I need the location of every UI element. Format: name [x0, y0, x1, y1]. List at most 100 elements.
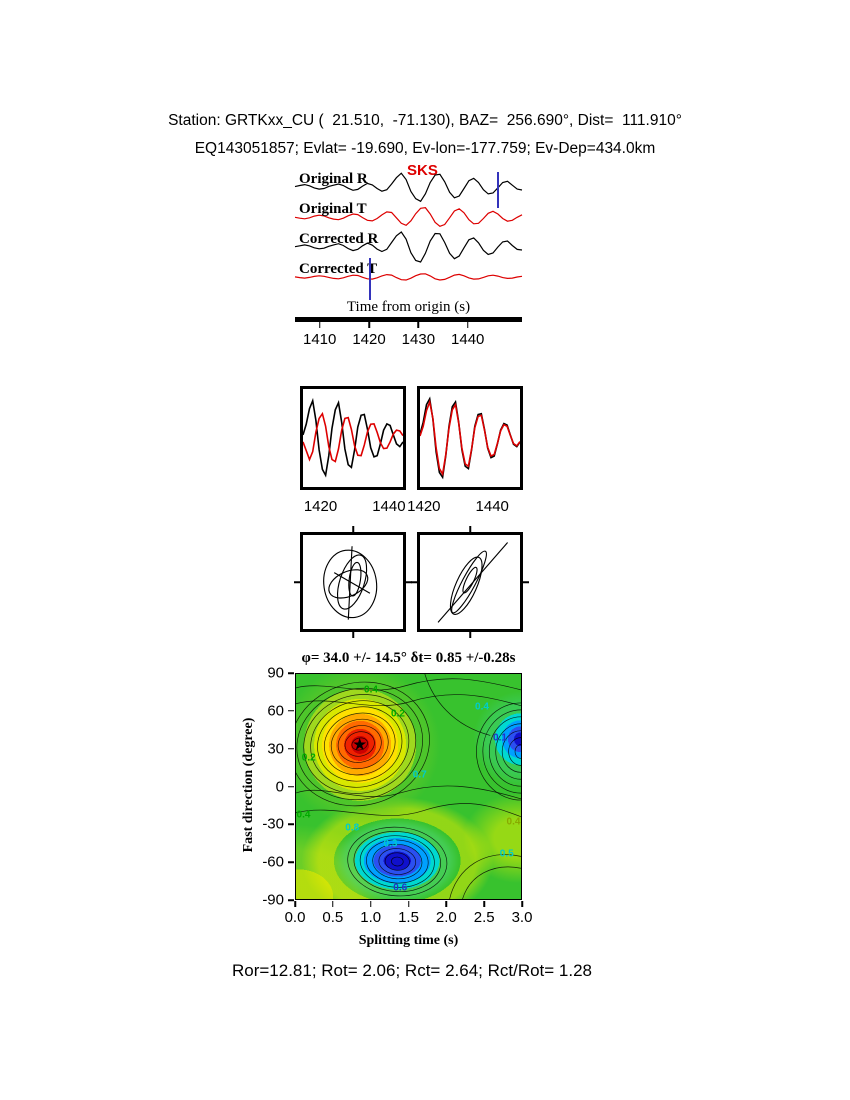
contour-line — [482, 709, 521, 794]
window-end-marker — [497, 172, 500, 208]
contour-annotation: 0.4 — [506, 816, 521, 827]
particle-motion-curve — [348, 561, 362, 597]
contour-line — [317, 706, 403, 782]
contour-annotation: 0.5 — [499, 848, 514, 860]
window-corrected-ticklabels: 1420 1440 — [407, 498, 523, 516]
contour-line — [347, 826, 448, 897]
station-header: Station: GRTKxx_CU ( 21.510, -71.130), B… — [168, 112, 682, 129]
waveform-trace — [420, 398, 520, 477]
particle-motion-curve — [323, 549, 378, 619]
tick-mark — [288, 861, 294, 863]
tick-mark — [445, 901, 448, 907]
contour-line — [508, 737, 521, 766]
result-statistics: Ror=12.81; Rot= 2.06; Rct= 2.64; Rct/Rot… — [231, 961, 593, 980]
tick-label: 3.0 — [511, 909, 533, 926]
contour-line — [337, 725, 382, 763]
window-start-marker — [369, 258, 372, 300]
contour-line — [359, 835, 435, 888]
particle-motion-curve — [336, 554, 368, 610]
contour-line — [424, 674, 491, 736]
tick-label: 0.5 — [322, 909, 344, 926]
contour-annotation: 0.6 — [393, 882, 408, 894]
edge-tick — [469, 526, 471, 532]
tick-label: 2.0 — [435, 909, 457, 926]
tick-label: -90 — [262, 891, 284, 909]
tick-label: -60 — [262, 853, 284, 871]
edge-tick — [523, 581, 529, 583]
time-axis-title: Time from origin (s) — [346, 299, 471, 315]
corrected-r-trace — [294, 231, 523, 263]
waveform-trace — [303, 411, 403, 463]
contour-annotation: 0.4 — [364, 684, 378, 696]
contour-annotation: 0.4 — [475, 701, 489, 712]
splitting-time-ticklabels: 0.0 0.5 1.0 1.5 2.0 2.5 3.0 — [285, 909, 533, 927]
contour-line — [366, 839, 429, 884]
tick-mark — [288, 899, 294, 901]
contour-line — [462, 866, 521, 899]
contour-annotation: 0.3 — [383, 838, 398, 850]
tick-label: 1410 — [302, 331, 337, 348]
tick-mark — [318, 322, 321, 328]
contour-annotation: 0.1 — [493, 732, 507, 744]
tick-mark — [466, 322, 469, 328]
particle-motion-original-plot — [323, 546, 378, 620]
contour-annotations: 0.4 0.2 0.4 0.1 0.2 0.7 0.4 0.8 0.3 0.6 0.5 0.4 — [296, 674, 521, 899]
tick-label: 30 — [267, 740, 284, 758]
tick-mark — [288, 785, 294, 788]
corrected-t-trace — [294, 273, 523, 281]
y-axis-title: Fast direction (degree) — [241, 717, 256, 853]
fast-direction-ticklabels: 90 60 30 0 -30 -60 -90 — [252, 665, 286, 909]
tick-label: 60 — [267, 702, 284, 720]
edge-tick — [294, 581, 300, 583]
tick-mark — [288, 823, 294, 826]
particle-motion-corrected-plot — [437, 542, 509, 623]
particle-motion-curve — [328, 569, 369, 599]
tick-label: 2.5 — [473, 909, 495, 926]
contour-line — [296, 785, 521, 800]
tick-mark — [407, 901, 410, 907]
edge-tick — [411, 581, 417, 583]
trace-label-corrected-t: Corrected T — [299, 261, 378, 277]
contour-annotation: 0.2 — [391, 708, 405, 720]
tick-label: 1420 — [352, 331, 386, 348]
contour-line — [310, 700, 410, 788]
sks-phase-label: SKS — [407, 162, 438, 179]
trace-label-original-r: Original R — [299, 171, 368, 187]
tick-mark — [288, 672, 294, 674]
waveform-trace — [303, 397, 403, 478]
contour-line — [296, 687, 423, 801]
contour-line — [449, 854, 521, 899]
edge-tick — [469, 632, 471, 638]
tick-label: 1430 — [401, 331, 436, 348]
contour-line — [296, 681, 430, 807]
window-box-original — [300, 386, 406, 490]
tick-mark — [369, 901, 372, 907]
tick-label: 1440 — [451, 331, 485, 348]
contour-line — [495, 723, 521, 780]
particle-motion-curve — [437, 542, 509, 623]
tick-mark — [288, 710, 294, 712]
error-surface-map: ★ 0.4 0.2 0.4 0.1 0.2 0.7 0.4 0.8 0.3 0.6 0.5 0.4 — [295, 673, 522, 900]
waveform-trace — [294, 207, 523, 227]
tick-label: 1.0 — [360, 909, 382, 926]
tick-mark — [417, 322, 420, 328]
contour-line — [476, 702, 521, 801]
time-axis-bar — [295, 317, 522, 322]
waveform-trace — [294, 273, 523, 281]
edge-tick — [352, 632, 354, 638]
particle-motion-curve — [347, 546, 353, 620]
particle-motion-curve — [449, 556, 483, 615]
x-axis-title: Splitting time (s) — [358, 933, 459, 948]
particle-motion-box-original — [294, 526, 412, 638]
tick-mark — [521, 901, 523, 907]
tick-mark — [368, 322, 370, 328]
window-corrected-waveforms — [420, 396, 520, 480]
window-original-waveforms — [303, 397, 403, 478]
contour-line — [351, 737, 368, 751]
contour-annotation: 0.4 — [296, 809, 311, 821]
tick-label: 0.0 — [284, 909, 306, 926]
trace-label-original-t: Original T — [299, 201, 367, 217]
contour-annotation: 0.2 — [301, 752, 316, 764]
contour-line — [514, 744, 521, 759]
